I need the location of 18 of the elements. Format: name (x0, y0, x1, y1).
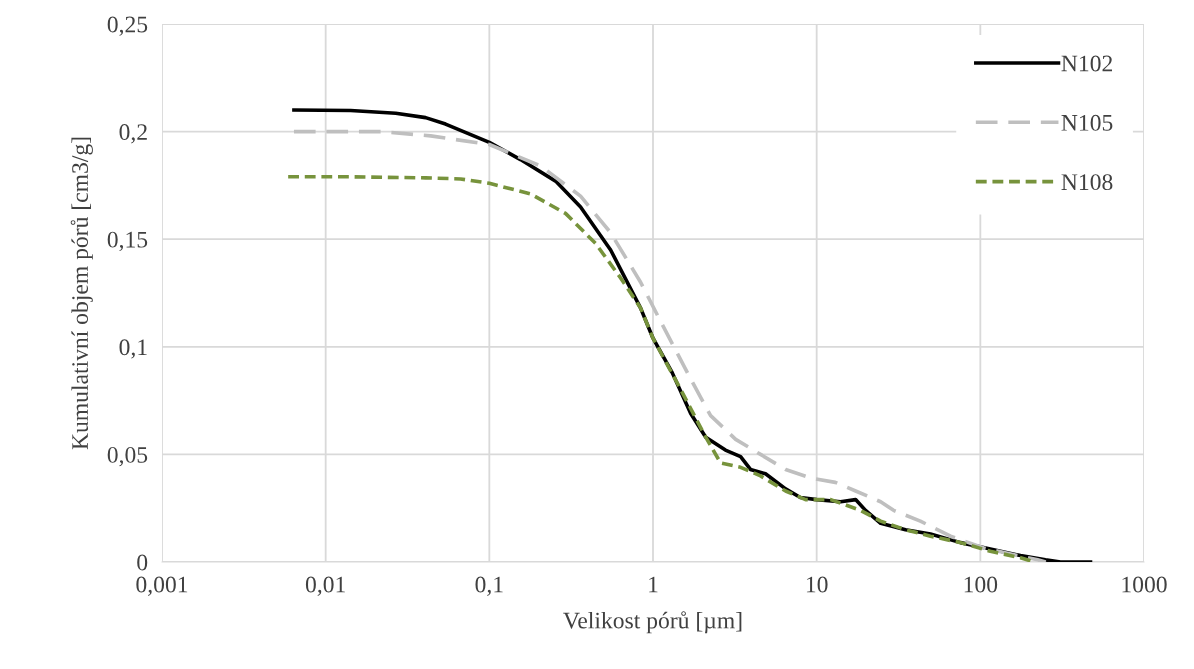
x-tick-label: 100 (964, 576, 998, 593)
x-tick-label: 0,1 (475, 576, 503, 596)
x-tick-label: 0,001 (136, 576, 188, 596)
y-tick-label: 0,2 (119, 124, 147, 144)
y-tick-label: 0,05 (107, 446, 148, 467)
x-axis-title: Velikost pórů [µm] (563, 611, 742, 634)
x-tick-label: 1000 (1122, 576, 1167, 593)
y-tick-label: 0,1 (119, 339, 147, 359)
y-tick-label: 0,25 (107, 16, 148, 36)
y-tick-label: 0 (137, 554, 148, 571)
legend-label: N108 (1061, 174, 1113, 191)
y-tick-label: 0,15 (107, 231, 148, 252)
y-axis-title: Kumulativní objem pórů [cm3/g] (70, 137, 93, 450)
legend-label: N105 (1061, 114, 1113, 131)
x-tick-label: 0,01 (305, 576, 345, 596)
legend-label: N102 (1061, 55, 1112, 72)
x-tick-label: 1 (649, 576, 658, 593)
x-tick-label: 10 (806, 576, 828, 593)
